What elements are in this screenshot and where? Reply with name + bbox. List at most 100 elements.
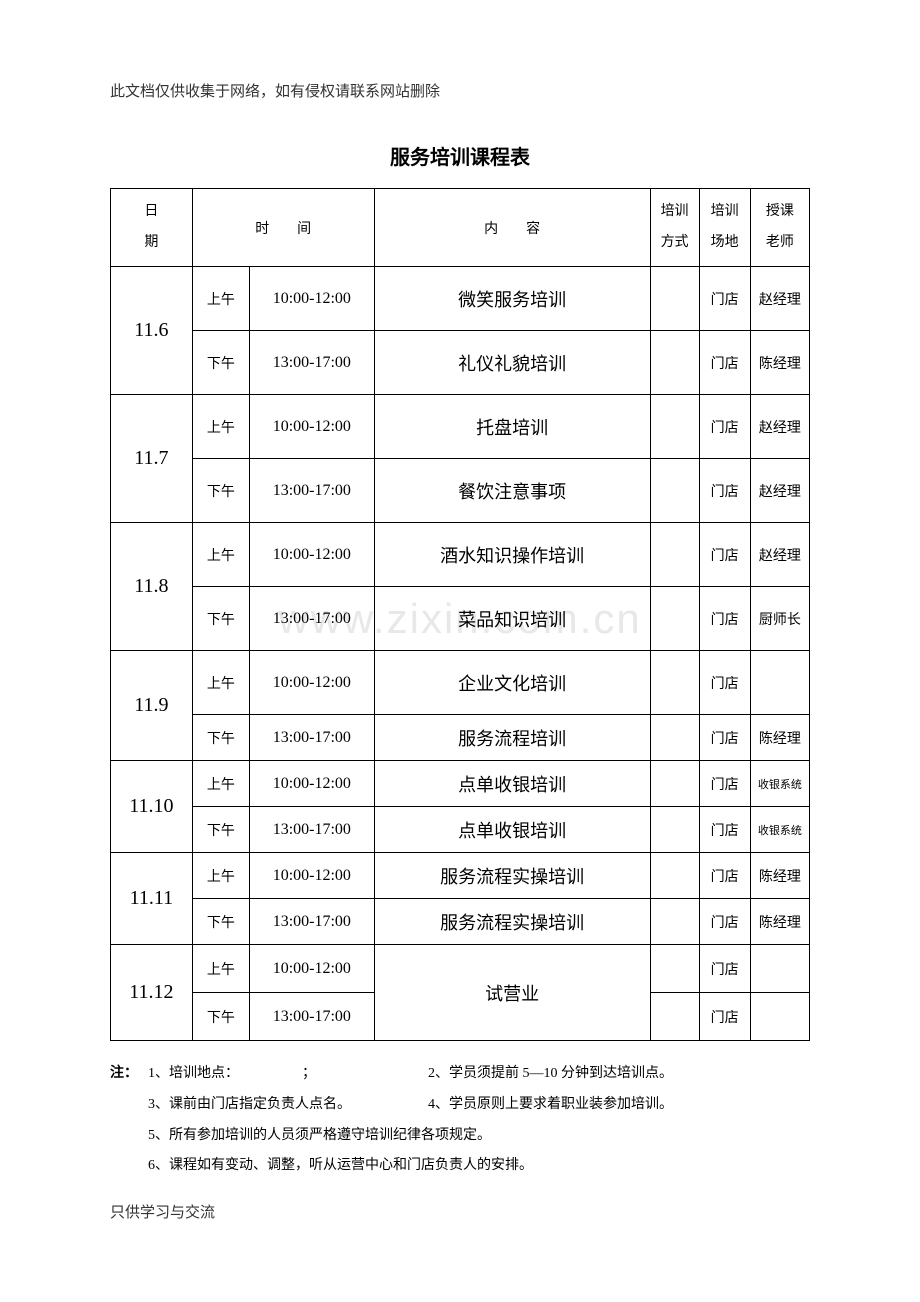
- location-cell: 门店: [699, 993, 750, 1041]
- table-row: 下午 13:00-17:00 服务流程培训 门店 陈经理: [111, 715, 810, 761]
- table-row: 11.7 上午 10:00-12:00 托盘培训 门店 赵经理: [111, 395, 810, 459]
- method-cell: [650, 761, 699, 807]
- content-cell: 试营业: [374, 945, 650, 1041]
- teacher-cell: 赵经理: [750, 523, 809, 587]
- period-cell: 上午: [192, 651, 249, 715]
- period-cell: 上午: [192, 267, 249, 331]
- time-cell: 13:00-17:00: [249, 715, 374, 761]
- location-cell: 门店: [699, 395, 750, 459]
- location-cell: 门店: [699, 945, 750, 993]
- location-cell: 门店: [699, 853, 750, 899]
- method-cell: [650, 523, 699, 587]
- date-cell: 11.11: [111, 853, 193, 945]
- table-row: 11.10 上午 10:00-12:00 点单收银培训 门店 收银系统: [111, 761, 810, 807]
- location-cell: 门店: [699, 807, 750, 853]
- method-cell: [650, 899, 699, 945]
- content-cell: 托盘培训: [374, 395, 650, 459]
- content-cell: 菜品知识培训: [374, 587, 650, 651]
- time-cell: 13:00-17:00: [249, 899, 374, 945]
- period-cell: 上午: [192, 945, 249, 993]
- content-cell: 点单收银培训: [374, 761, 650, 807]
- col-header-location: 培训场地: [699, 189, 750, 267]
- period-cell: 下午: [192, 993, 249, 1041]
- table-header-row: 日期 时 间 内 容 培训方式 培训场地 授课老师: [111, 189, 810, 267]
- location-cell: 门店: [699, 331, 750, 395]
- col-header-date: 日期: [111, 189, 193, 267]
- note-item: 3、课前由门店指定负责人点名。: [148, 1090, 428, 1121]
- col-header-content: 内 容: [374, 189, 650, 267]
- time-cell: 10:00-12:00: [249, 853, 374, 899]
- table-row: 11.6 上午 10:00-12:00 微笑服务培训 门店 赵经理: [111, 267, 810, 331]
- content-cell: 服务流程实操培训: [374, 899, 650, 945]
- period-cell: 下午: [192, 331, 249, 395]
- location-cell: 门店: [699, 715, 750, 761]
- note-item: 4、学员原则上要求着职业装参加培训。: [428, 1090, 673, 1121]
- period-cell: 下午: [192, 715, 249, 761]
- time-cell: 10:00-12:00: [249, 945, 374, 993]
- time-cell: 13:00-17:00: [249, 807, 374, 853]
- time-cell: 10:00-12:00: [249, 267, 374, 331]
- method-cell: [650, 267, 699, 331]
- content-cell: 服务流程实操培训: [374, 853, 650, 899]
- page-title: 服务培训课程表: [110, 141, 810, 170]
- col-header-method: 培训方式: [650, 189, 699, 267]
- note-item: 6、课程如有变动、调整，听从运营中心和门店负责人的安排。: [148, 1151, 533, 1182]
- method-cell: [650, 651, 699, 715]
- period-cell: 上午: [192, 761, 249, 807]
- location-cell: 门店: [699, 459, 750, 523]
- schedule-table: 日期 时 间 内 容 培训方式 培训场地 授课老师 11.6 上午 10:00-…: [110, 188, 810, 1041]
- content-cell: 企业文化培训: [374, 651, 650, 715]
- col-header-teacher: 授课老师: [750, 189, 809, 267]
- table-body: 11.6 上午 10:00-12:00 微笑服务培训 门店 赵经理 下午 13:…: [111, 267, 810, 1041]
- method-cell: [650, 993, 699, 1041]
- note-item: 1、培训地点： ；: [148, 1059, 428, 1090]
- content-cell: 微笑服务培训: [374, 267, 650, 331]
- time-cell: 13:00-17:00: [249, 587, 374, 651]
- teacher-cell: 赵经理: [750, 395, 809, 459]
- content-cell: 餐饮注意事项: [374, 459, 650, 523]
- teacher-cell: 收银系统: [750, 807, 809, 853]
- period-cell: 上午: [192, 395, 249, 459]
- content-cell: 服务流程培训: [374, 715, 650, 761]
- teacher-cell: 陈经理: [750, 899, 809, 945]
- location-cell: 门店: [699, 651, 750, 715]
- period-cell: 下午: [192, 587, 249, 651]
- method-cell: [650, 587, 699, 651]
- note-item: 5、所有参加培训的人员须严格遵守培训纪律各项规定。: [148, 1121, 491, 1152]
- table-row: 下午 13:00-17:00 点单收银培训 门店 收银系统: [111, 807, 810, 853]
- location-cell: 门店: [699, 267, 750, 331]
- time-cell: 10:00-12:00: [249, 523, 374, 587]
- time-cell: 13:00-17:00: [249, 993, 374, 1041]
- location-cell: 门店: [699, 899, 750, 945]
- method-cell: [650, 331, 699, 395]
- table-row: 下午 13:00-17:00 礼仪礼貌培训 门店 陈经理: [111, 331, 810, 395]
- period-cell: 上午: [192, 853, 249, 899]
- date-cell: 11.6: [111, 267, 193, 395]
- date-cell: 11.10: [111, 761, 193, 853]
- time-cell: 10:00-12:00: [249, 651, 374, 715]
- time-cell: 10:00-12:00: [249, 761, 374, 807]
- table-row: 下午 13:00-17:00 餐饮注意事项 门店 赵经理: [111, 459, 810, 523]
- note-item: 2、学员须提前 5—10 分钟到达培训点。: [428, 1059, 673, 1090]
- date-cell: 11.12: [111, 945, 193, 1041]
- table-row: 11.12 上午 10:00-12:00 试营业 门店: [111, 945, 810, 993]
- period-cell: 下午: [192, 899, 249, 945]
- time-cell: 13:00-17:00: [249, 331, 374, 395]
- table-row: 下午 13:00-17:00 菜品知识培训 门店 厨师长: [111, 587, 810, 651]
- location-cell: 门店: [699, 761, 750, 807]
- table-row: 11.11 上午 10:00-12:00 服务流程实操培训 门店 陈经理: [111, 853, 810, 899]
- teacher-cell: 陈经理: [750, 715, 809, 761]
- teacher-cell: 陈经理: [750, 331, 809, 395]
- method-cell: [650, 807, 699, 853]
- period-cell: 上午: [192, 523, 249, 587]
- method-cell: [650, 853, 699, 899]
- location-cell: 门店: [699, 587, 750, 651]
- time-cell: 13:00-17:00: [249, 459, 374, 523]
- content-cell: 点单收银培训: [374, 807, 650, 853]
- teacher-cell: 赵经理: [750, 267, 809, 331]
- content-cell: 酒水知识操作培训: [374, 523, 650, 587]
- notes-label: 注：: [110, 1059, 148, 1090]
- table-row: 下午 13:00-17:00 服务流程实操培训 门店 陈经理: [111, 899, 810, 945]
- date-cell: 11.8: [111, 523, 193, 651]
- date-cell: 11.7: [111, 395, 193, 523]
